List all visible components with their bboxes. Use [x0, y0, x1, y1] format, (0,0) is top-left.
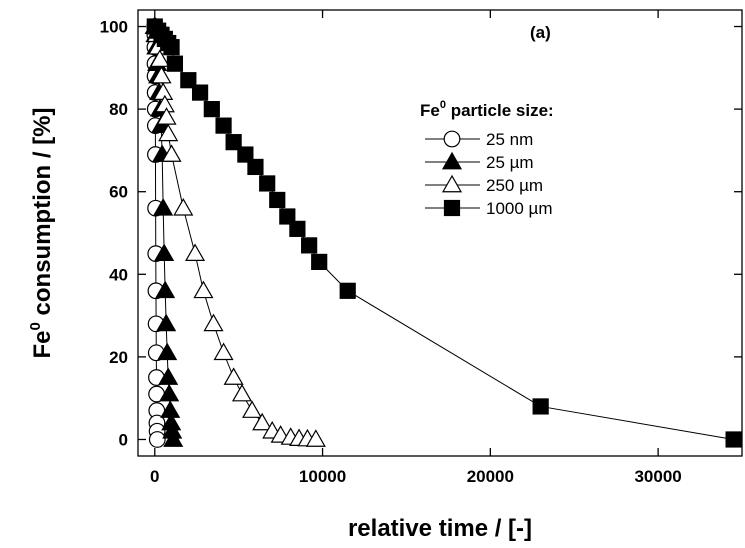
data-point: [166, 55, 184, 72]
legend-title: Fe0 particle size:: [420, 99, 554, 120]
data-point: [339, 282, 356, 299]
legend: Fe0 particle size: 25 nm 25 µm 250 µm 1000 …: [420, 99, 554, 218]
y-tick-label: 60: [109, 183, 128, 202]
data-point: [193, 280, 214, 299]
x-tick-label: 0: [150, 467, 159, 486]
axis-ticks: 0 10000 20000 30000 0 20 40 60 80 100: [100, 10, 742, 486]
data-point: [725, 431, 742, 448]
y-tick-label: 100: [100, 18, 128, 37]
legend-marker: [441, 174, 463, 193]
x-tick-label: 20000: [467, 467, 514, 486]
data-point: [180, 72, 197, 89]
x-tick-label: 10000: [299, 467, 346, 486]
data-point: [158, 367, 179, 385]
data-point: [185, 243, 206, 261]
data-point: [225, 134, 242, 151]
y-tick-label: 80: [109, 100, 128, 119]
data-point: [311, 253, 328, 271]
data-point: [213, 342, 234, 361]
y-axis-title: Fe0 consumption / [%]: [27, 107, 56, 358]
legend-label: 250 µm: [486, 176, 543, 195]
data-point: [223, 367, 244, 385]
data-point: [252, 412, 273, 431]
legend-marker: [443, 199, 461, 217]
y-tick-label: 20: [109, 348, 128, 367]
data-point: [191, 84, 209, 101]
data-point: [155, 280, 176, 299]
data-point: [163, 429, 184, 447]
legend-label: 25 µm: [486, 153, 534, 172]
data-point: [259, 175, 276, 192]
data-point: [289, 220, 306, 237]
data-point: [305, 429, 326, 447]
x-tick-label: 30000: [634, 467, 681, 486]
data-point: [532, 398, 549, 415]
data-point: [163, 39, 180, 56]
legend-marker: [443, 130, 461, 148]
data-point: [157, 342, 178, 361]
data-point: [149, 49, 170, 67]
data-point: [237, 146, 254, 163]
data-point: [148, 431, 166, 448]
data-point: [279, 208, 296, 225]
legend-label: 1000 µm: [486, 199, 553, 218]
data-point: [203, 101, 220, 118]
series-3: [146, 18, 742, 448]
y-tick-label: 40: [109, 265, 128, 284]
series-line: [154, 26, 734, 440]
data-point: [301, 237, 318, 254]
data-point: [242, 400, 263, 418]
series-layer: [144, 16, 742, 448]
data-point: [158, 123, 179, 142]
data-point: [247, 158, 264, 176]
data-point: [156, 313, 177, 332]
data-point: [215, 117, 232, 134]
panel-label: (a): [530, 23, 551, 42]
data-point: [154, 243, 175, 261]
data-point: [159, 383, 180, 402]
legend-entries: 25 nm 25 µm 250 µm 1000 µm: [425, 130, 553, 218]
legend-marker: [441, 151, 463, 170]
legend-label: 25 nm: [486, 130, 533, 149]
data-point: [173, 198, 194, 216]
data-point: [231, 383, 253, 402]
data-point: [156, 107, 177, 125]
data-point: [153, 198, 174, 216]
data-point: [269, 191, 286, 209]
plot-frame: [137, 9, 743, 457]
data-point: [203, 313, 224, 332]
data-point: [151, 65, 172, 84]
x-axis-title: relative time / [-]: [348, 515, 532, 542]
y-tick-label: 0: [119, 430, 128, 449]
data-point: [161, 144, 182, 162]
